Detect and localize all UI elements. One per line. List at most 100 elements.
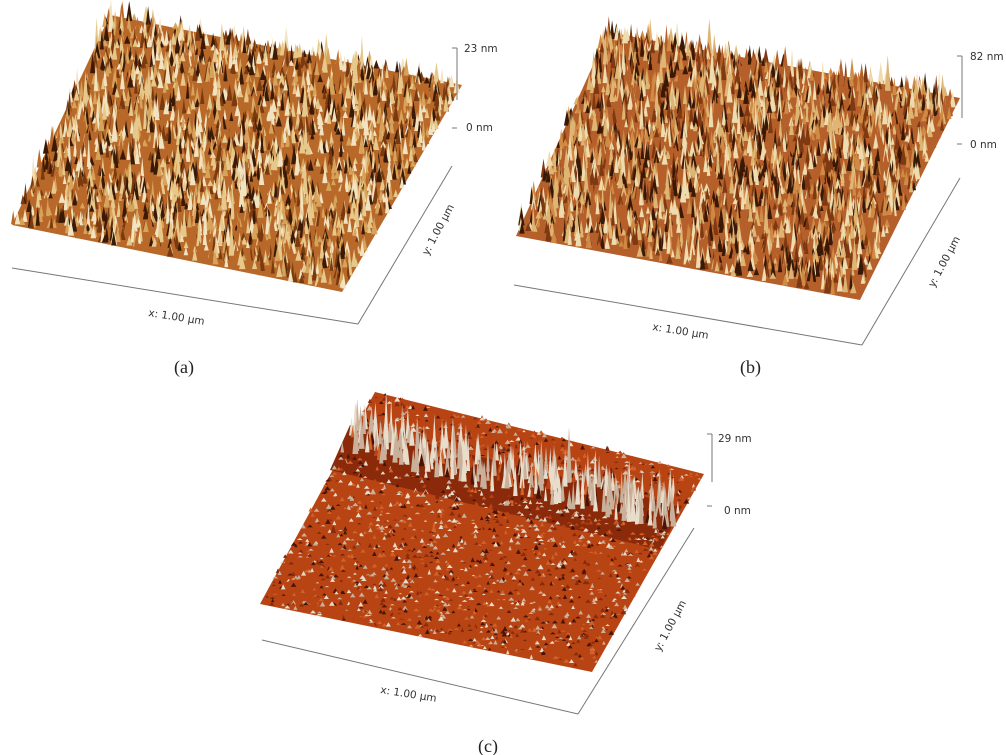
- surface-spike: [283, 78, 288, 91]
- surface-spike: [295, 249, 302, 261]
- surface-spike: [183, 241, 189, 249]
- surface-spike: [129, 118, 134, 134]
- surface-spike: [212, 253, 219, 265]
- surface-spike: [256, 106, 263, 125]
- surface-spike: [686, 40, 690, 56]
- surface-spike: [338, 169, 344, 183]
- surface-spike: [172, 22, 179, 29]
- surface-spike: [297, 114, 305, 131]
- surface-spike: [298, 274, 305, 283]
- surface-spike: [93, 50, 98, 68]
- surface-spike: [161, 124, 166, 140]
- surface-spike: [110, 151, 115, 169]
- surface-spike: [177, 185, 183, 199]
- surface-spike: [385, 63, 389, 78]
- surface-spike: [414, 111, 420, 131]
- surface-spike: [68, 174, 75, 190]
- surface-spike: [38, 203, 44, 217]
- surface-spike: [335, 104, 342, 122]
- surface-spike: [325, 180, 332, 191]
- surface-spike: [256, 150, 261, 168]
- surface-spike: [201, 160, 207, 173]
- surface-spike: [175, 130, 180, 145]
- surface-spike: [339, 139, 344, 158]
- surface-spike: [192, 65, 198, 81]
- surface-spike: [713, 44, 718, 62]
- surface-spike: [327, 207, 335, 219]
- surface-spike: [71, 194, 78, 206]
- surface-spike: [348, 164, 353, 175]
- surface-spike: [192, 208, 197, 220]
- surface-spike: [339, 105, 344, 113]
- surface-spike: [238, 237, 244, 252]
- surface-spike: [315, 263, 320, 275]
- surface-spike: [318, 261, 323, 278]
- surface-spike: [336, 224, 341, 237]
- surface-spike: [159, 30, 166, 45]
- surface-spike: [228, 196, 233, 209]
- surface-spike: [340, 178, 347, 194]
- surface-spike: [312, 262, 317, 281]
- surface-spike: [344, 81, 352, 99]
- surface-spike: [372, 129, 377, 136]
- surface-spike: [247, 118, 253, 127]
- surface-spike: [335, 235, 341, 244]
- surface-spike: [119, 149, 127, 160]
- surface-spike: [155, 143, 161, 160]
- surface-spike: [171, 186, 176, 206]
- surface-spike: [170, 136, 178, 153]
- surface-spike: [95, 145, 102, 160]
- surface-spike: [157, 77, 164, 89]
- surface-spike: [384, 196, 390, 214]
- surface-spike: [284, 198, 292, 206]
- surface-spike: [134, 65, 141, 75]
- surface-spike: [238, 65, 244, 85]
- surface-spike: [168, 50, 175, 67]
- surface-spike: [252, 170, 258, 177]
- surface-spike: [89, 192, 95, 212]
- surface-spike: [215, 142, 223, 162]
- surface-spike: [83, 211, 87, 226]
- surface-spike: [159, 159, 166, 168]
- surface-spike: [218, 22, 225, 51]
- surface-spike: [162, 167, 166, 183]
- surface-spike: [395, 60, 400, 73]
- surface-spike: [217, 201, 223, 211]
- surface-spike: [102, 13, 108, 27]
- surface-spike: [379, 143, 387, 157]
- surface-spike: [123, 167, 129, 178]
- surface-spike: [380, 89, 387, 101]
- surface-spike: [358, 75, 363, 83]
- surface-spike: [285, 194, 292, 204]
- surface-spike: [170, 235, 176, 250]
- surface-spike: [388, 125, 395, 134]
- surface-spike: [127, 197, 134, 212]
- surface-spike: [273, 203, 278, 217]
- surface-spike: [200, 191, 207, 205]
- surface-spike: [385, 88, 392, 108]
- surface-spike: [126, 1, 133, 21]
- surface-spike: [372, 186, 379, 204]
- surface-spike: [119, 227, 126, 240]
- surface-spike: [358, 210, 364, 221]
- panel-a-spikes: [11, 0, 460, 289]
- surface-spike: [141, 176, 148, 194]
- surface-spike: [181, 113, 186, 128]
- surface-spike: [115, 108, 120, 123]
- surface-spike: [250, 90, 257, 100]
- surface-spike: [367, 186, 372, 195]
- surface-spike: [332, 195, 337, 209]
- surface-spike: [209, 58, 215, 78]
- surface-spike: [256, 245, 263, 262]
- surface-spike: [194, 111, 200, 137]
- surface-spike: [306, 237, 312, 257]
- surface-spike: [359, 35, 364, 70]
- surface-spike: [388, 105, 392, 120]
- surface-spike: [187, 191, 194, 211]
- surface-spike: [274, 58, 280, 68]
- surface-spike: [340, 84, 347, 96]
- surface-spike: [81, 170, 88, 184]
- surface-spike: [261, 244, 266, 254]
- surface-spike: [195, 173, 201, 184]
- surface-spike: [194, 23, 201, 41]
